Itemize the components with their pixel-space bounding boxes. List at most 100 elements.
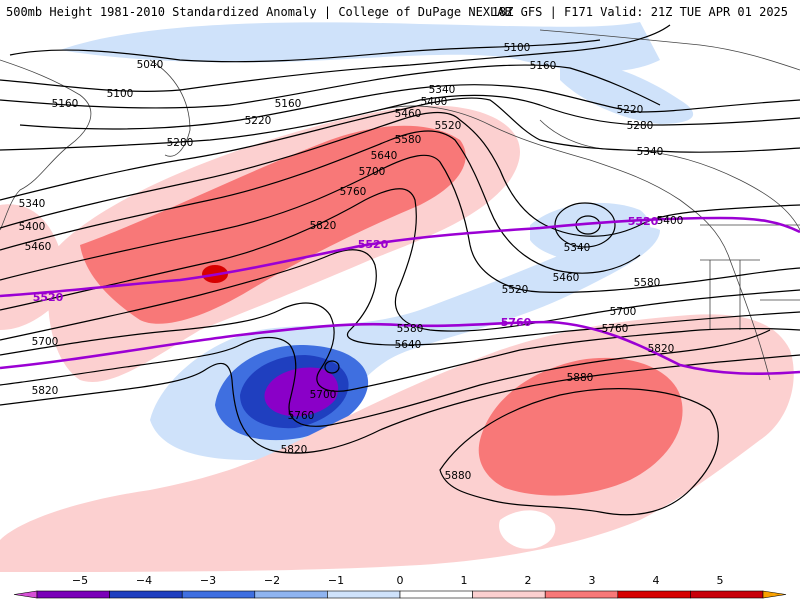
- colorbar-segment: [327, 590, 401, 599]
- label-5760-north: 5760: [340, 186, 367, 198]
- map-canvas: 5040 5100 5100 5160 5160 5160 5220 5220 …: [0, 22, 800, 572]
- colorbar-segment: [690, 590, 764, 599]
- contour-5040: [9, 39, 601, 63]
- contour-5640: [0, 249, 800, 346]
- colorbar-tick-label: −5: [71, 574, 89, 587]
- contour-5700: [0, 302, 800, 392]
- label-5340-low: 5340: [564, 242, 591, 254]
- colorbar-tick-label: −4: [135, 574, 153, 587]
- label-5340-east: 5340: [637, 146, 664, 158]
- colorbar-tick-label: 0: [396, 574, 404, 587]
- label-5460-north: 5460: [395, 108, 422, 120]
- label-5400-north: 5400: [421, 96, 448, 108]
- contour-labels: 5040 5100 5100 5160 5160 5160 5220 5220 …: [19, 42, 684, 482]
- label-5220-east: 5220: [617, 104, 644, 116]
- label-5160-west: 5160: [52, 98, 79, 110]
- colorbar-tick-label: −2: [263, 574, 281, 587]
- label-5100-east: 5100: [504, 42, 531, 54]
- label-5100-west: 5100: [107, 88, 134, 100]
- label-5520-east: 5520: [502, 284, 529, 296]
- label-5220-west: 5220: [245, 115, 272, 127]
- contour-5460: [0, 130, 641, 274]
- label-5280-east: 5280: [627, 120, 654, 132]
- north-coast: [539, 29, 800, 71]
- colorbar-segment: [617, 590, 691, 599]
- colorbar-svg: [13, 590, 787, 599]
- colorbar-tick-label: 5: [716, 574, 724, 587]
- asia-coast: [0, 59, 92, 231]
- label-5160-east: 5160: [530, 60, 557, 72]
- header-bar: 500mb Height 1981-2010 Standardized Anom…: [0, 0, 800, 22]
- white-gap: [499, 510, 556, 549]
- label-5760-highlight: 5760: [501, 316, 532, 329]
- label-5340-north: 5340: [429, 84, 456, 96]
- colorbar: −5 −4 −3 −2 −1 0 1 2 3 4 5: [0, 573, 800, 600]
- colorbar-segment: [181, 590, 256, 599]
- label-5820-north: 5820: [310, 220, 337, 232]
- neg-anomaly-north: [60, 22, 660, 72]
- colorbar-arrow-left: [13, 590, 38, 599]
- contour-5520: [0, 154, 800, 293]
- label-5520-highlight-mid: 5520: [358, 238, 389, 251]
- state-borders: [700, 224, 800, 330]
- coastlines: [0, 29, 800, 381]
- highlight-5520: [0, 216, 800, 298]
- label-5820-east: 5820: [648, 343, 675, 355]
- colorbar-segment: [544, 590, 619, 599]
- contour-5760: [0, 329, 771, 427]
- label-5640-mid: 5640: [395, 339, 422, 351]
- label-5040: 5040: [137, 59, 164, 71]
- contour-5220: [19, 84, 800, 130]
- label-5880-east: 5880: [567, 372, 594, 384]
- label-5820-trough: 5820: [281, 444, 308, 456]
- colorbar-segment: [109, 590, 183, 599]
- label-5460-east: 5460: [553, 272, 580, 284]
- label-5640-north: 5640: [371, 150, 398, 162]
- label-5280-west: 5280: [167, 137, 194, 149]
- contour-5580: [0, 188, 800, 332]
- anomaly-shading: [0, 22, 794, 572]
- canada-coast: [539, 119, 800, 231]
- colorbar-tick-label: −1: [327, 574, 345, 587]
- colorbar-segment: [254, 590, 328, 599]
- kamchatka-coast: [149, 59, 191, 157]
- colorbar-segment: [36, 590, 110, 599]
- pos-anomaly-south-core: [478, 357, 683, 496]
- colorbar-tick-label: 4: [652, 574, 660, 587]
- label-5700-trough: 5700: [310, 389, 337, 401]
- contour-5400: [0, 111, 800, 237]
- label-5880-south: 5880: [445, 470, 472, 482]
- anomaly-map: 5040 5100 5100 5160 5160 5160 5220 5220 …: [0, 22, 800, 573]
- contour-5100: [0, 24, 671, 92]
- colorbar-tick-label: 1: [460, 574, 468, 587]
- label-5520-highlight-west: 5520: [33, 291, 64, 304]
- contour-5340: [0, 97, 800, 201]
- label-5580-north: 5580: [395, 134, 422, 146]
- label-5760-east: 5760: [602, 323, 629, 335]
- highlight-labels: 5520 5520 5520 5760: [33, 215, 659, 329]
- alaska-coast: [379, 105, 771, 381]
- colorbar-segment: [399, 590, 473, 599]
- highlight-5760: [0, 320, 800, 376]
- contour-closed-low-east: [554, 202, 616, 248]
- colorbar-tick-label: 3: [588, 574, 596, 587]
- label-5160-mid: 5160: [275, 98, 302, 110]
- map-title: 500mb Height 1981-2010 Standardized Anom…: [6, 5, 512, 19]
- label-5340-west: 5340: [19, 198, 46, 210]
- label-5700-west: 5700: [32, 336, 59, 348]
- neg-anomaly-ring4: [264, 367, 339, 417]
- label-5700-east: 5700: [610, 306, 637, 318]
- colorbar-tick-label: −3: [199, 574, 217, 587]
- label-5700-north: 5700: [359, 166, 386, 178]
- label-5400-west: 5400: [19, 221, 46, 233]
- contour-5280: [0, 94, 800, 151]
- contour-5820: [0, 354, 800, 454]
- colorbar-segment: [472, 590, 546, 599]
- label-5460-west: 5460: [25, 241, 52, 253]
- label-5520-north: 5520: [435, 120, 462, 132]
- neg-anomaly-east-pocket: [530, 202, 651, 263]
- label-5820-west: 5820: [32, 385, 59, 397]
- highlight-contours: [0, 216, 800, 376]
- colorbar-arrow-right: [762, 590, 787, 599]
- label-5760-trough: 5760: [288, 410, 315, 422]
